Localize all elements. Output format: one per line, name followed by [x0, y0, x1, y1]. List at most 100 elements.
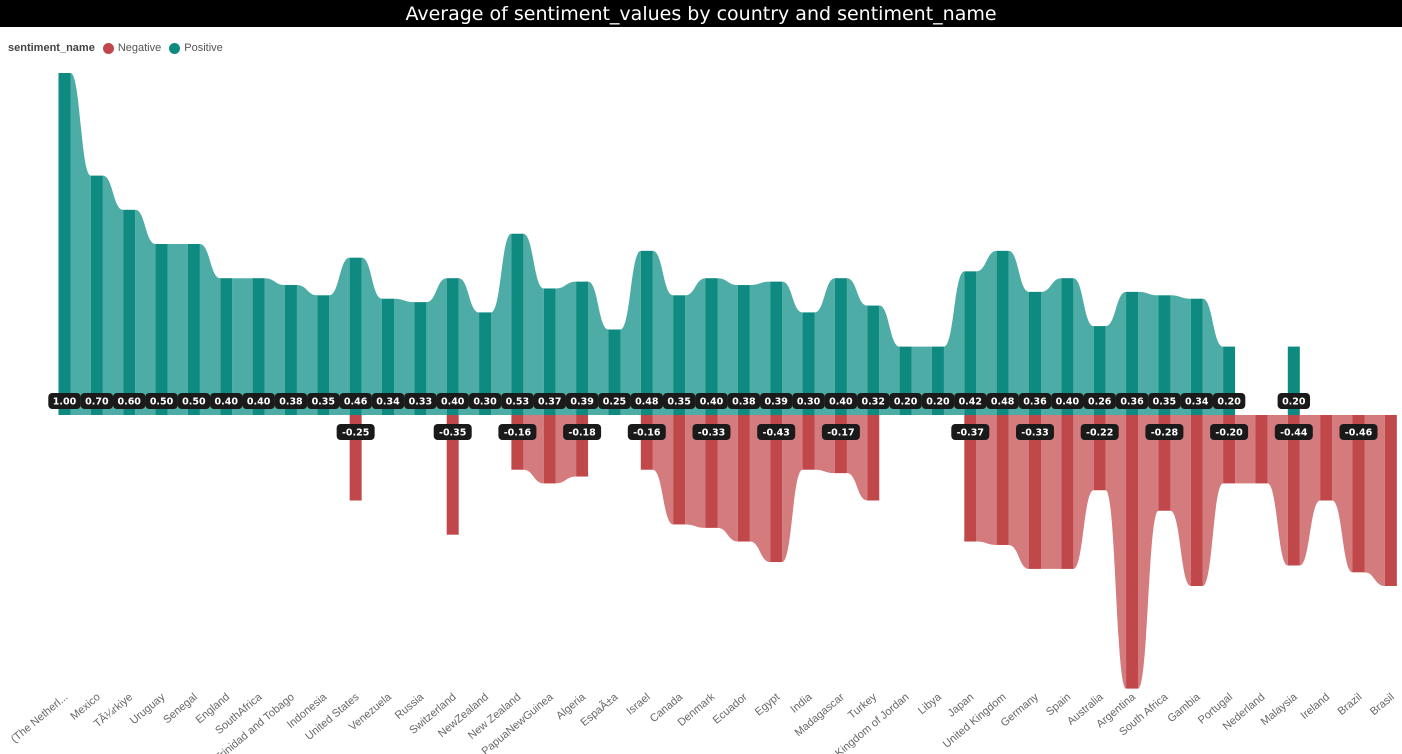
- negative-data-label: -0.22: [1086, 428, 1113, 439]
- negative-ribbon-34: [1170, 415, 1191, 586]
- positive-bar: [284, 285, 297, 415]
- negative-bar: [770, 415, 783, 563]
- positive-data-label-bg: [436, 393, 469, 409]
- positive-bar: [770, 281, 783, 415]
- negative-bar: [996, 415, 1009, 545]
- positive-bar: [1126, 291, 1139, 415]
- negative-bar: [1061, 415, 1074, 569]
- negative-bar: [1126, 415, 1139, 689]
- positive-data-label-bg: [274, 393, 308, 409]
- positive-bar: [252, 278, 265, 415]
- positive-bar: [640, 250, 653, 415]
- positive-bar: [673, 295, 686, 415]
- x-tick-label: Libya: [916, 691, 945, 718]
- positive-ribbon-8: [329, 257, 350, 415]
- positive-data-label: 0.20: [1282, 397, 1306, 408]
- positive-data-label-bg: [565, 393, 599, 409]
- negative-data-label-bg: [1339, 424, 1378, 440]
- positive-ribbon-22: [782, 281, 803, 415]
- positive-data-label-bg: [468, 393, 502, 409]
- chart-title-bar: Average of sentiment_values by country a…: [0, 0, 1402, 27]
- positive-bar: [187, 244, 200, 415]
- negative-ribbon-30: [1041, 415, 1062, 569]
- positive-data-label: 0.30: [797, 397, 821, 408]
- x-tick-label: EspaÃ±a: [578, 690, 621, 729]
- positive-ribbon-16: [588, 281, 609, 415]
- negative-ribbon-35: [1202, 415, 1224, 586]
- legend-label-positive: Positive: [184, 42, 223, 54]
- positive-data-label: 0.40: [829, 397, 853, 408]
- positive-data-label: 0.26: [1088, 397, 1112, 408]
- positive-data-label: 0.50: [182, 397, 206, 408]
- positive-data-label-bg: [339, 393, 372, 409]
- negative-data-label: -0.33: [1021, 428, 1048, 439]
- legend-label-negative: Negative: [117, 42, 162, 54]
- positive-data-label-bg: [727, 393, 761, 409]
- negative-ribbon-32: [1105, 415, 1127, 689]
- negative-bar: [737, 415, 750, 542]
- positive-ribbon-20: [717, 278, 738, 415]
- positive-bar: [220, 278, 233, 415]
- positive-data-label-bg: [1115, 393, 1149, 409]
- positive-bar: [1029, 291, 1041, 415]
- chart-title: Average of sentiment_values by country a…: [405, 2, 997, 25]
- positive-ribbon-27: [943, 271, 965, 415]
- positive-data-label: 0.35: [667, 397, 690, 408]
- positive-ribbon-2: [135, 209, 156, 415]
- positive-data-label: 1.00: [53, 397, 77, 408]
- negative-data-label-bg: [336, 424, 375, 440]
- negative-bar: [1352, 415, 1365, 573]
- positive-ribbon-18: [652, 250, 674, 415]
- positive-ribbon-34: [1170, 295, 1191, 415]
- positive-data-label-bg: [598, 393, 631, 409]
- positive-ribbon-4: [199, 244, 221, 415]
- negative-data-label: -0.46: [1345, 428, 1373, 439]
- positive-data-label: 0.35: [1153, 397, 1176, 408]
- legend-item-negative[interactable]: Negative: [102, 42, 162, 54]
- negative-bar: [640, 415, 653, 470]
- positive-data-label-bg: [1018, 393, 1052, 409]
- negative-ribbon-23: [814, 415, 835, 474]
- positive-ribbon-12: [458, 278, 480, 415]
- negative-data-label-bg: [757, 424, 796, 440]
- negative-bar: [1320, 415, 1333, 501]
- positive-ribbon-1: [102, 175, 124, 415]
- positive-data-label: 0.34: [376, 397, 400, 408]
- negative-ribbon-31: [1073, 415, 1094, 569]
- positive-bar: [705, 278, 718, 415]
- negative-data-label: -0.35: [439, 428, 466, 439]
- negative-data-label: -0.16: [504, 428, 532, 439]
- positive-data-label: 0.20: [926, 397, 950, 408]
- positive-data-label: 0.46: [344, 397, 368, 408]
- negative-bar: [1255, 415, 1268, 484]
- positive-bar: [802, 312, 815, 415]
- negative-data-label: -0.25: [342, 428, 369, 439]
- legend-item-positive[interactable]: Positive: [169, 42, 223, 54]
- positive-data-label-bg: [695, 393, 728, 409]
- positive-ribbon-19: [685, 278, 706, 415]
- positive-data-label: 0.53: [506, 397, 529, 408]
- x-tick-label: (The Netherl...: [9, 691, 71, 745]
- positive-bar: [543, 288, 556, 415]
- x-tick-label: Malaysia: [1259, 691, 1301, 729]
- positive-data-label: 0.48: [635, 397, 659, 408]
- positive-data-label: 0.39: [764, 397, 787, 408]
- positive-bar: [996, 250, 1009, 415]
- positive-ribbon-0: [70, 73, 91, 415]
- negative-ribbon-40: [1364, 415, 1385, 586]
- positive-bar: [155, 244, 168, 415]
- negative-bar: [802, 415, 815, 470]
- positive-data-label: 0.20: [894, 397, 918, 408]
- negative-ribbon-20: [717, 415, 738, 542]
- positive-data-label-bg: [307, 393, 340, 409]
- positive-ribbon-21: [749, 281, 771, 415]
- negative-bar: [511, 415, 524, 470]
- positive-data-label: 0.42: [959, 397, 982, 408]
- legend-dot-positive: [169, 42, 181, 54]
- positive-bar: [511, 233, 524, 415]
- positive-bar: [737, 285, 750, 415]
- negative-ribbon-37: [1267, 415, 1288, 566]
- negative-data-label-bg: [1016, 424, 1054, 440]
- negative-data-label: -0.33: [698, 428, 725, 439]
- positive-ribbon-7: [296, 285, 318, 415]
